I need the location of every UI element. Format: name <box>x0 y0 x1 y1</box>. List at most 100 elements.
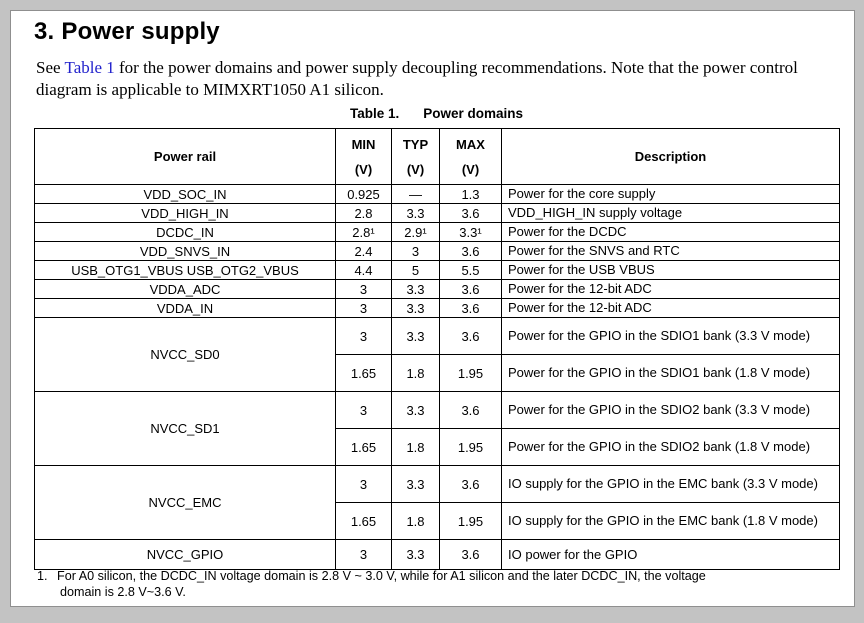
typ-cell: 2.9¹ <box>391 222 440 242</box>
power-rail-cell: USB_OTG1_VBUS USB_OTG2_VBUS <box>34 260 336 280</box>
power-rail-cell: NVCC_SD1 <box>34 391 336 466</box>
min-cell: 3 <box>335 317 392 355</box>
table-row: 1.65 1.8 1.95 Power for the GPIO in the SDI… <box>35 354 840 392</box>
footnote-number: 1. <box>37 569 48 583</box>
section-title: Power supply <box>61 18 220 45</box>
max-cell: 3.6 <box>439 203 502 223</box>
max-cell: 1.95 <box>439 354 502 392</box>
power-rail-cell: VDD_SNVS_IN <box>34 241 336 261</box>
table-row: NVCC_GPIO 3 3.3 3.6 IO power for the GPIO <box>34 539 840 570</box>
description-cell: Power for the 12-bit ADC <box>501 298 840 318</box>
power-rail-cell: NVCC_GPIO <box>34 539 336 570</box>
intro-text-pre: See <box>36 58 65 77</box>
min-header-label: MIN <box>351 136 376 152</box>
typ-cell: — <box>391 184 440 204</box>
typ-header-unit: (V) <box>406 161 425 177</box>
typ-cell: 1.8 <box>391 354 440 392</box>
description-cell: Power for the USB VBUS <box>501 260 840 280</box>
power-rail-cell: VDDA_IN <box>34 298 336 318</box>
table-caption-title: Power domains <box>423 106 524 121</box>
description-cell: Power for the SNVS and RTC <box>501 241 840 261</box>
table-row: VDDA_IN 3 3.3 3.6 Power for the 12-bit ADC <box>34 298 840 318</box>
min-cell: 2.4 <box>335 241 392 261</box>
typ-cell: 3.3 <box>391 203 440 223</box>
max-header-unit: (V) <box>461 161 480 177</box>
footnote-line-2: domain is 2.8 V~3.6 V. <box>60 585 186 599</box>
table-row: DCDC_IN 2.8¹ 2.9¹ 3.3¹ Power for the DCDC <box>34 222 840 242</box>
table-caption-label: Table 1. <box>349 106 400 121</box>
section-heading: 3. Power supply <box>34 18 220 46</box>
section-number: 3. <box>34 18 55 45</box>
typ-cell: 3.3 <box>391 298 440 318</box>
description-cell: Power for the GPIO in the SDIO2 bank (3.… <box>501 391 840 429</box>
description-cell: Power for the GPIO in the SDIO2 bank (1.… <box>501 428 840 466</box>
max-cell: 3.6 <box>439 279 502 299</box>
typ-cell: 3 <box>391 241 440 261</box>
typ-header-label: TYP <box>402 136 429 152</box>
description-header: Description <box>501 128 840 185</box>
description-cell: IO power for the GPIO <box>501 539 840 570</box>
description-cell: Power for the 12-bit ADC <box>501 279 840 299</box>
max-cell: 1.95 <box>439 502 502 540</box>
min-cell: 1.65 <box>335 502 392 540</box>
footnote-text: For A0 silicon, the DCDC_IN voltage doma… <box>57 568 827 600</box>
description-cell: VDD_HIGH_IN supply voltage <box>501 203 840 223</box>
typ-cell: 3.3 <box>391 317 440 355</box>
power-rail-cell: DCDC_IN <box>34 222 336 242</box>
footnote: 1. For A0 silicon, the DCDC_IN voltage d… <box>37 568 827 600</box>
min-cell: 3 <box>335 279 392 299</box>
max-header-label: MAX <box>456 136 485 152</box>
intro-text-post: for the power domains and power supply d… <box>36 58 798 99</box>
typ-cell: 1.8 <box>391 502 440 540</box>
table-1-link[interactable]: Table 1 <box>64 58 115 77</box>
table-body: VDD_SOC_IN 0.925—1.3 Power for the core su… <box>34 184 840 570</box>
power-rail-header: Power rail <box>34 128 336 185</box>
power-rail-cell: NVCC_EMC <box>34 465 336 540</box>
power-rail-cell: VDD_HIGH_IN <box>34 203 336 223</box>
min-cell: 3 <box>335 465 392 503</box>
power-rail-cell: VDDA_ADC <box>34 279 336 299</box>
max-cell: 3.3¹ <box>439 222 502 242</box>
min-cell: 3 <box>335 539 392 570</box>
typ-cell: 3.3 <box>391 279 440 299</box>
max-cell: 3.6 <box>439 241 502 261</box>
description-cell: Power for the DCDC <box>501 222 840 242</box>
typ-cell: 3.3 <box>391 539 440 570</box>
min-cell: 1.65 <box>335 428 392 466</box>
min-header: MIN (V) <box>335 128 392 185</box>
typ-cell: 5 <box>391 260 440 280</box>
typ-cell: 3.3 <box>391 465 440 503</box>
typ-cell: 3.3 <box>391 391 440 429</box>
table-row: NVCC_SD0 3 3.3 3.6 Power for the GPIO in the… <box>34 317 840 392</box>
description-cell: IO supply for the GPIO in the EMC bank (… <box>501 465 840 503</box>
description-cell: Power for the GPIO in the SDIO1 bank (3.… <box>501 317 840 355</box>
max-cell: 3.6 <box>439 391 502 429</box>
power-domains-table: Power rail MIN (V) TYP (V) MAX <box>34 128 840 570</box>
max-cell: 3.6 <box>439 465 502 503</box>
min-cell: 3 <box>335 391 392 429</box>
max-cell: 1.3 <box>439 184 502 204</box>
min-cell: 3 <box>335 298 392 318</box>
max-cell: 3.6 <box>439 539 502 570</box>
max-cell: 3.6 <box>439 298 502 318</box>
table-row: NVCC_SD1 3 3.3 3.6 Power for the GPIO in the… <box>34 391 840 466</box>
power-rail-cell: NVCC_SD0 <box>34 317 336 392</box>
table-row: VDD_SOC_IN 0.925—1.3 Power for the core su… <box>34 184 840 204</box>
min-cell: 1.65 <box>335 354 392 392</box>
max-cell: 5.5 <box>439 260 502 280</box>
intro-paragraph: See Table 1 for the power domains and po… <box>36 57 838 101</box>
min-cell: 2.8¹ <box>335 222 392 242</box>
min-header-unit: (V) <box>354 161 373 177</box>
table-row: 1.65 1.8 1.95 Power for the GPIO in the SDI… <box>35 428 840 466</box>
typ-header: TYP (V) <box>391 128 440 185</box>
description-cell: IO supply for the GPIO in the EMC bank (… <box>501 502 840 540</box>
max-cell: 3.6 <box>439 317 502 355</box>
table-caption: Table 1. Power domains <box>34 106 839 121</box>
document-page: 3. Power supply See Table 1 for the power… <box>10 10 855 607</box>
table-row: USB_OTG1_VBUS USB_OTG2_VBUS 4.4 5 5.5 Power … <box>34 260 840 280</box>
table-row: VDD_SNVS_IN 2.4 3 3.6 Power for the SNVS and… <box>34 241 840 261</box>
min-cell: 0.925 <box>335 184 392 204</box>
min-cell: 4.4 <box>335 260 392 280</box>
power-rail-cell: VDD_SOC_IN <box>34 184 336 204</box>
min-cell: 2.8 <box>335 203 392 223</box>
